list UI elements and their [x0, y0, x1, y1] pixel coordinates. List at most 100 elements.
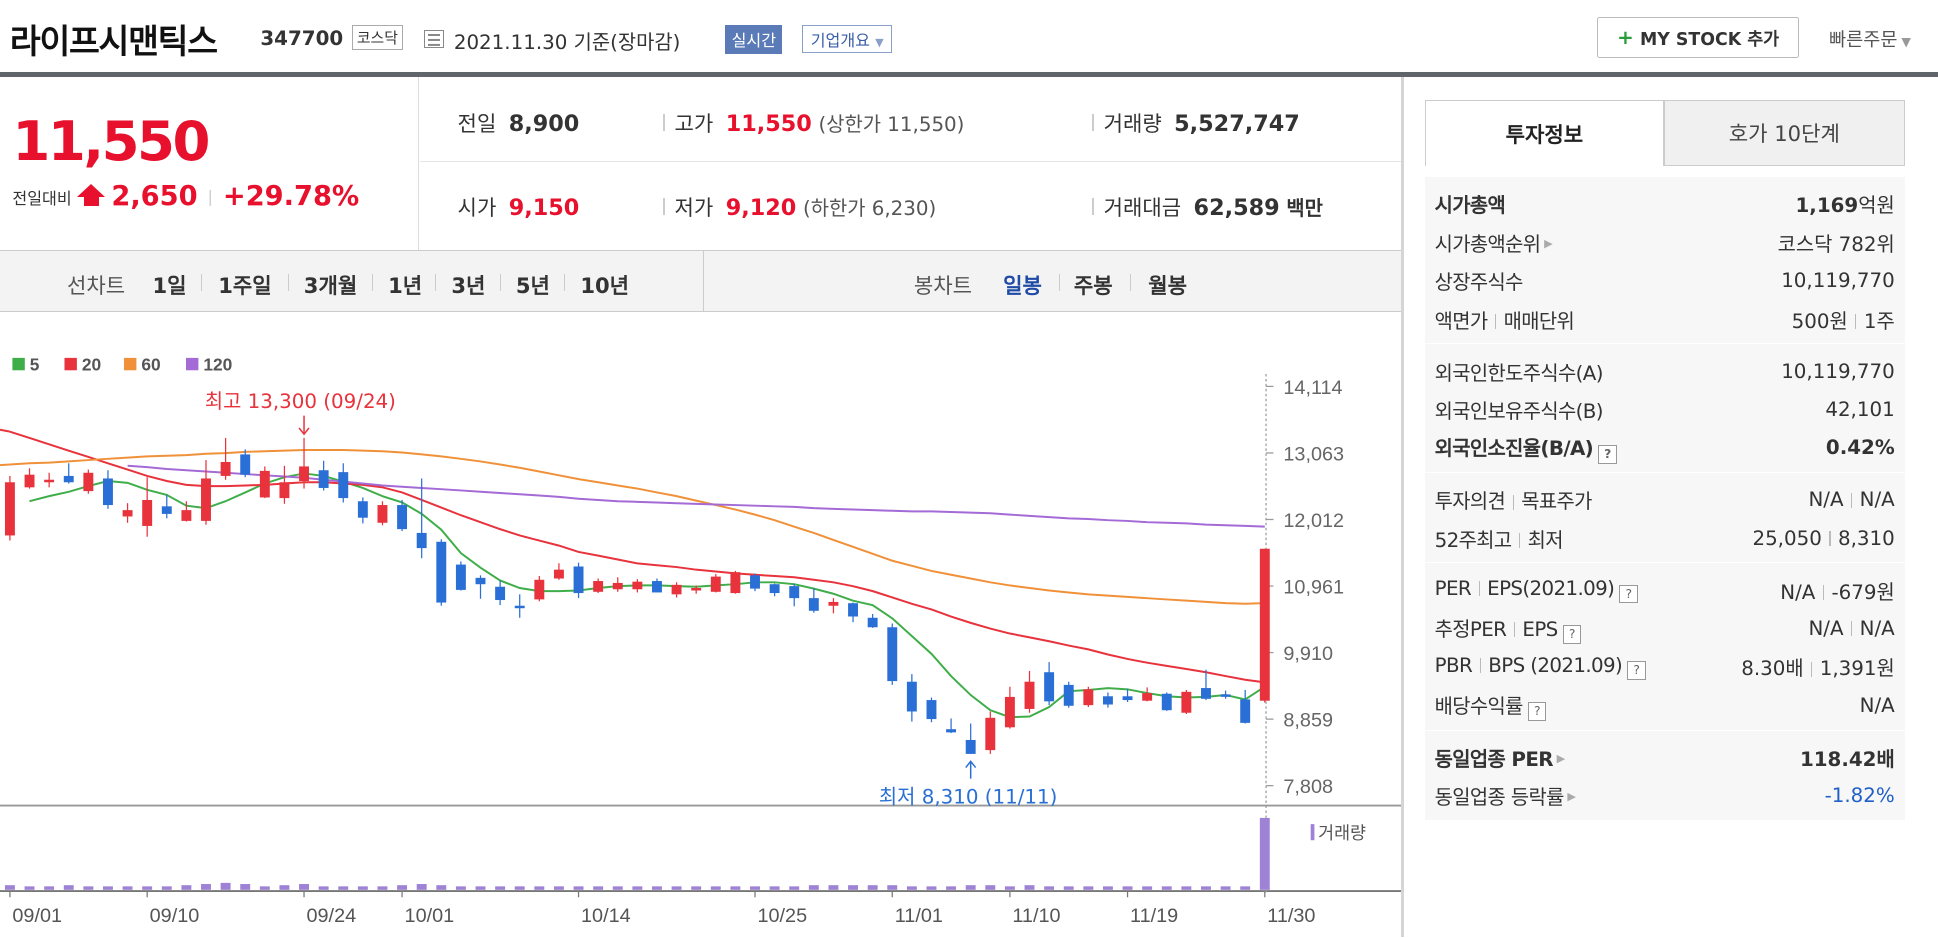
candle-body — [1044, 672, 1055, 702]
stock-code: 347700 — [260, 27, 344, 51]
volume-bar — [730, 886, 741, 891]
current-price: 11,550 — [12, 109, 210, 174]
candle-body — [455, 565, 466, 591]
candle-body — [593, 581, 604, 593]
company-info-label: 기업개요 — [810, 31, 870, 51]
volume-bar — [416, 884, 427, 891]
volume-bar — [1259, 818, 1270, 891]
low-annotation: 최저 8,310 (11/11) — [879, 786, 1057, 809]
info-row: 동일업종 PER ▶ 118.42배 — [1435, 738, 1895, 776]
candle-daily[interactable]: 일봉 — [1003, 273, 1042, 299]
help-icon[interactable]: ? — [1619, 584, 1638, 604]
change-amount: 2,650 — [111, 181, 198, 213]
candle-body — [1102, 696, 1113, 705]
volume-value: 5,527,747 — [1174, 110, 1300, 137]
x-tick-label: 11/19 — [1130, 906, 1178, 928]
panel-tabs: 투자정보 호가 10단계 — [1424, 100, 1905, 167]
legend-swatch — [124, 358, 137, 371]
chevron-right-icon[interactable]: ▶ — [1544, 237, 1553, 251]
header: 라이프시맨틱스 347700 코스닥 2021.11.30 기준(장마감) 실시… — [0, 0, 1938, 74]
period-10y[interactable]: 10년 — [580, 273, 630, 299]
info-group: 외국인한도주식수(A) 10,119,770 외국인보유주식수(B) 42,101 외국… — [1424, 344, 1905, 474]
help-icon[interactable]: ? — [1598, 444, 1617, 464]
stat-open: 시가 9,150 — [458, 192, 580, 222]
candle-body — [1004, 697, 1015, 728]
y-tick-label: 9,910 — [1283, 643, 1333, 665]
info-value: N/A -679원 — [1780, 580, 1895, 604]
info-row: 시가총액 1,169억원 — [1435, 185, 1895, 223]
candle-monthly[interactable]: 월봉 — [1148, 273, 1188, 299]
info-key: 동일업종 등락률 ▶ — [1434, 786, 1576, 810]
volume-bar — [161, 886, 172, 891]
volume-bar — [808, 885, 819, 891]
company-info-dropdown[interactable]: 기업개요 ▼ — [802, 24, 893, 54]
price-change: 전일대비 2,650 | +29.78% — [12, 181, 359, 212]
candle-body — [357, 501, 368, 519]
candlestick-chart[interactable]: 14,114 13,063 12,012 10,961 9,910 8,859 7,808 5… — [0, 312, 1404, 937]
info-group: 시가총액 1,169억원 시가총액순위 ▶ 코스닥 782위 상장주식수 10,119,77… — [1424, 177, 1905, 345]
calendar-icon — [424, 29, 444, 49]
volume-bar — [632, 886, 643, 891]
candle-body — [1240, 699, 1251, 724]
y-tick-label: 8,859 — [1283, 710, 1333, 732]
info-value: 118.42배 — [1799, 747, 1895, 771]
volume-legend-label: 거래량 — [1318, 824, 1366, 844]
candle-body — [965, 740, 976, 755]
help-icon[interactable]: ? — [1562, 625, 1582, 645]
candle-body — [1063, 685, 1074, 707]
low-arrow-head — [965, 760, 977, 769]
tab-orderbook[interactable]: 호가 10단계 — [1664, 100, 1905, 167]
period-1y[interactable]: 1년 — [388, 273, 423, 299]
help-icon[interactable]: ? — [1527, 702, 1547, 721]
period-3m[interactable]: 3개월 — [303, 273, 358, 299]
candle-body — [1201, 688, 1211, 700]
volume-bar — [1240, 886, 1251, 891]
volume-bar — [965, 885, 976, 891]
candle-body — [220, 462, 231, 477]
volume-bar — [436, 885, 447, 891]
volume-bar — [83, 886, 94, 891]
add-mystock-button[interactable]: + MY STOCK 추가 — [1597, 17, 1800, 59]
y-tick-label: 13,063 — [1283, 444, 1344, 466]
investment-panel: 투자정보 호가 10단계 시가총액 1,169억원 시가총액순위 ▶ 코스닥 782위 상… — [1424, 100, 1905, 881]
info-row: 배당수익률? N/A — [1435, 686, 1895, 724]
volume-bar — [495, 886, 506, 891]
chevron-right-icon[interactable]: ▶ — [1556, 752, 1566, 765]
divider — [1401, 76, 1404, 938]
candle-body — [416, 533, 427, 549]
volume-bar — [691, 886, 702, 891]
stat-high: 고가 11,550 (상한가 11,550) — [663, 108, 964, 138]
volume-bar — [867, 885, 878, 891]
upper-limit: (상한가 11,550) — [818, 112, 965, 136]
candle-body — [318, 470, 329, 489]
info-row: 투자의견 목표주가 N/A N/A — [1435, 481, 1895, 519]
chevron-down-icon: ▼ — [1897, 33, 1911, 49]
period-1d[interactable]: 1일 — [152, 273, 187, 299]
volume-bar — [534, 886, 545, 891]
candle-weekly[interactable]: 주봉 — [1073, 273, 1113, 299]
info-row: 추정PER EPS? N/A N/A — [1435, 609, 1895, 647]
info-key: PER EPS(2021.09)? — [1435, 577, 1638, 604]
info-key: PBR BPS (2021.09)? — [1435, 654, 1646, 680]
candle-body — [573, 566, 584, 594]
help-icon[interactable]: ? — [1627, 661, 1646, 680]
info-value: 코스닥 782위 — [1777, 232, 1895, 256]
legend-label: 5 — [30, 355, 40, 375]
volume-bar — [181, 885, 192, 891]
tab-investment-info[interactable]: 투자정보 — [1424, 100, 1665, 167]
period-3y[interactable]: 3년 — [451, 273, 486, 299]
volume-bar — [652, 886, 662, 891]
chevron-right-icon[interactable]: ▶ — [1567, 790, 1576, 804]
volume-bar — [906, 886, 917, 891]
realtime-button[interactable]: 실시간 — [725, 24, 783, 54]
volume-bar — [240, 884, 251, 891]
volume-bar — [514, 886, 525, 891]
quick-order-button[interactable]: 빠른주문 ▼ — [1829, 25, 1911, 52]
candle-body — [553, 570, 564, 579]
volume-bar — [24, 886, 35, 891]
volume-bar — [710, 886, 721, 891]
period-5y[interactable]: 5년 — [515, 273, 550, 299]
period-1w[interactable]: 1주일 — [218, 273, 272, 299]
volume-bar — [1142, 886, 1153, 891]
candle-body — [201, 478, 211, 522]
